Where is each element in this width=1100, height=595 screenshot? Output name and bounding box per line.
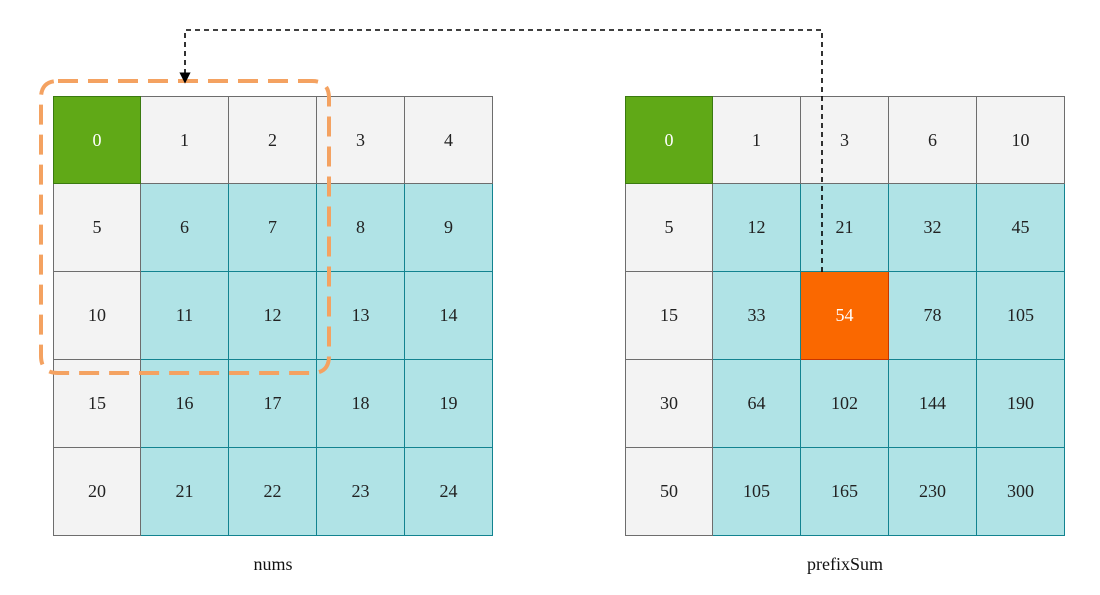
prefix-sum-cell-1-1: 12 — [713, 184, 801, 272]
prefix-sum-cell-4-3: 230 — [889, 448, 977, 536]
prefix-sum-cell-4-0: 50 — [625, 448, 713, 536]
nums-cell-4-0: 20 — [53, 448, 141, 536]
nums-cell-0-4: 4 — [405, 96, 493, 184]
nums-cell-1-1: 6 — [141, 184, 229, 272]
prefix-sum-cell-0-4: 10 — [977, 96, 1065, 184]
prefix-sum-cell-2-0: 15 — [625, 272, 713, 360]
prefix-sum-cell-3-0: 30 — [625, 360, 713, 448]
nums-cell-0-1: 1 — [141, 96, 229, 184]
prefix-sum-cell-0-3: 6 — [889, 96, 977, 184]
nums-cell-1-3: 8 — [317, 184, 405, 272]
nums-cell-3-2: 17 — [229, 360, 317, 448]
nums-cell-3-1: 16 — [141, 360, 229, 448]
prefix-sum-grid: 0 1 3 6 10 5 12 21 32 45 15 33 54 78 105 30 64 102 144 190 5… — [625, 96, 1065, 536]
nums-cell-3-0: 15 — [53, 360, 141, 448]
nums-label: nums — [253, 554, 293, 574]
prefix-sum-cell-1-3: 32 — [889, 184, 977, 272]
prefix-sum-cell-0-1: 1 — [713, 96, 801, 184]
prefix-sum-cell-1-2: 21 — [801, 184, 889, 272]
nums-cell-2-2: 12 — [229, 272, 317, 360]
nums-cell-4-3: 23 — [317, 448, 405, 536]
prefix-sum-cell-2-1: 33 — [713, 272, 801, 360]
nums-cell-4-4: 24 — [405, 448, 493, 536]
nums-cell-0-0: 0 — [53, 96, 141, 184]
prefix-sum-cell-0-0: 0 — [625, 96, 713, 184]
prefix-sum-cell-2-2: 54 — [801, 272, 889, 360]
prefix-sum-label: prefixSum — [807, 554, 883, 574]
prefix-sum-cell-4-2: 165 — [801, 448, 889, 536]
prefix-sum-cell-3-3: 144 — [889, 360, 977, 448]
nums-cell-1-0: 5 — [53, 184, 141, 272]
nums-cell-1-2: 7 — [229, 184, 317, 272]
nums-cell-3-3: 18 — [317, 360, 405, 448]
prefix-sum-cell-4-4: 300 — [977, 448, 1065, 536]
prefix-sum-cell-4-1: 105 — [713, 448, 801, 536]
nums-cell-0-2: 2 — [229, 96, 317, 184]
prefix-sum-cell-0-2: 3 — [801, 96, 889, 184]
nums-cell-2-4: 14 — [405, 272, 493, 360]
prefix-sum-cell-3-2: 102 — [801, 360, 889, 448]
nums-cell-4-1: 21 — [141, 448, 229, 536]
nums-cell-2-0: 10 — [53, 272, 141, 360]
prefix-sum-cell-1-4: 45 — [977, 184, 1065, 272]
nums-cell-1-4: 9 — [405, 184, 493, 272]
prefix-sum-cell-3-1: 64 — [713, 360, 801, 448]
prefix-sum-cell-2-3: 78 — [889, 272, 977, 360]
nums-cell-2-1: 11 — [141, 272, 229, 360]
prefix-sum-cell-3-4: 190 — [977, 360, 1065, 448]
nums-cell-0-3: 3 — [317, 96, 405, 184]
nums-cell-3-4: 19 — [405, 360, 493, 448]
nums-grid: 0 1 2 3 4 5 6 7 8 9 10 11 12 13 14 15 16 17 18 19 20 21 22 23 24 — [53, 96, 493, 536]
nums-cell-4-2: 22 — [229, 448, 317, 536]
nums-cell-2-3: 13 — [317, 272, 405, 360]
prefix-sum-cell-1-0: 5 — [625, 184, 713, 272]
prefix-sum-cell-2-4: 105 — [977, 272, 1065, 360]
